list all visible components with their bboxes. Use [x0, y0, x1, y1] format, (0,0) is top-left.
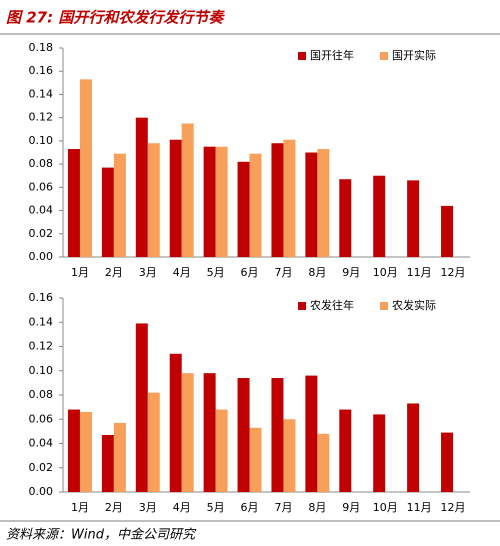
x-tick-label: 7月 — [274, 266, 292, 279]
bar — [249, 153, 262, 257]
bar — [283, 419, 296, 492]
x-tick-label: 1月 — [71, 501, 89, 514]
x-tick-label: 9月 — [342, 266, 360, 279]
y-tick-label: 0.02 — [29, 227, 54, 240]
legend-label: 农发往年 — [310, 298, 354, 312]
bar — [339, 179, 352, 257]
legend-label: 国开往年 — [310, 48, 354, 62]
bar — [237, 378, 250, 492]
bar — [147, 392, 160, 492]
bar — [101, 167, 114, 257]
bar — [215, 146, 228, 257]
x-tick-label: 4月 — [173, 266, 191, 279]
bar — [305, 375, 318, 492]
bar — [181, 373, 194, 492]
y-tick-label: 0.16 — [29, 291, 54, 304]
x-tick-label: 1月 — [71, 266, 89, 279]
bar — [249, 427, 262, 492]
bar — [407, 403, 420, 492]
bar — [169, 139, 182, 257]
x-tick-label: 9月 — [342, 501, 360, 514]
y-tick-label: 0.12 — [29, 340, 54, 353]
bar — [373, 414, 386, 492]
y-tick-label: 0.08 — [29, 157, 54, 170]
x-tick-label: 8月 — [308, 501, 326, 514]
bar — [237, 161, 250, 257]
bar — [373, 175, 386, 257]
x-tick-label: 7月 — [274, 501, 292, 514]
y-tick-label: 0.16 — [29, 64, 54, 77]
bar — [147, 143, 160, 257]
x-tick-label: 8月 — [308, 266, 326, 279]
x-tick-label: 6月 — [241, 266, 259, 279]
y-tick-label: 0.14 — [29, 315, 54, 328]
bar — [67, 409, 80, 492]
legend-label: 国开实际 — [392, 48, 436, 62]
bar — [67, 149, 80, 257]
x-tick-label: 12月 — [441, 501, 466, 514]
x-tick-label: 2月 — [105, 266, 123, 279]
y-tick-label: 0.10 — [29, 134, 54, 147]
bar — [441, 432, 454, 492]
x-tick-label: 10月 — [373, 266, 398, 279]
y-tick-label: 0.02 — [29, 461, 54, 474]
y-tick-label: 0.04 — [29, 204, 54, 217]
legend-swatch — [298, 52, 306, 60]
legend-swatch — [380, 302, 388, 310]
y-tick-label: 0.04 — [29, 437, 54, 450]
bar — [317, 433, 330, 492]
legend-swatch — [298, 302, 306, 310]
bar — [215, 409, 228, 492]
bar — [79, 79, 92, 257]
y-tick-label: 0.00 — [29, 250, 54, 263]
bar — [271, 143, 284, 257]
bar — [317, 149, 330, 257]
x-tick-label: 11月 — [407, 501, 432, 514]
x-tick-label: 6月 — [241, 501, 259, 514]
bar — [113, 153, 126, 257]
y-tick-label: 0.14 — [29, 87, 54, 100]
bar — [169, 353, 182, 492]
y-tick-label: 0.18 — [29, 41, 54, 54]
legend-label: 农发实际 — [392, 298, 436, 312]
x-tick-label: 11月 — [407, 266, 432, 279]
bar — [101, 435, 114, 492]
bar — [79, 411, 92, 492]
bar — [203, 373, 216, 492]
bar — [271, 378, 284, 492]
x-tick-label: 3月 — [139, 501, 157, 514]
chart-title: 图 27: 国开行和农发行发行节奏 — [6, 9, 225, 27]
y-tick-label: 0.06 — [29, 180, 54, 193]
bar — [181, 123, 194, 257]
bar — [441, 205, 454, 257]
y-tick-label: 0.06 — [29, 412, 54, 425]
legend-swatch — [380, 52, 388, 60]
bar — [283, 139, 296, 257]
y-tick-label: 0.12 — [29, 111, 54, 124]
bar — [305, 152, 318, 257]
bar — [135, 117, 148, 258]
bar — [113, 422, 126, 492]
y-tick-label: 0.10 — [29, 364, 54, 377]
y-tick-label: 0.08 — [29, 388, 54, 401]
x-tick-label: 5月 — [207, 501, 225, 514]
bar — [339, 409, 352, 492]
y-tick-label: 0.00 — [29, 485, 54, 498]
bar — [203, 146, 216, 257]
bar — [407, 180, 420, 257]
x-tick-label: 12月 — [441, 266, 466, 279]
source: 资料来源：Wind，中金公司研究 — [6, 527, 197, 543]
x-tick-label: 4月 — [173, 501, 191, 514]
x-tick-label: 2月 — [105, 501, 123, 514]
x-tick-label: 10月 — [373, 501, 398, 514]
x-tick-label: 5月 — [207, 266, 225, 279]
bar — [135, 323, 148, 492]
x-tick-label: 3月 — [139, 266, 157, 279]
